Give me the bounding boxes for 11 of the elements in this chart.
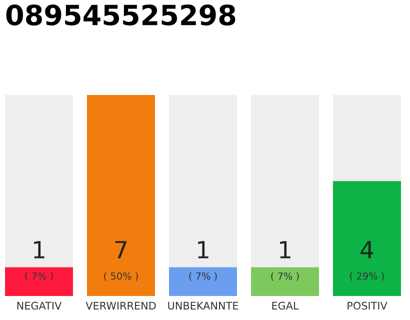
- chart-title: 089545525298: [6, 4, 236, 26]
- x-tick-label: UNBEKANNTE: [168, 302, 238, 310]
- data-label: 7 ( 50% ): [104, 241, 138, 281]
- x-tick-label: VERWIRREND: [86, 302, 156, 310]
- data-label: 1 ( 7% ): [25, 241, 53, 281]
- data-label: 1 ( 7% ): [271, 241, 299, 281]
- data-label: 4 ( 29% ): [350, 241, 384, 281]
- data-label: 1 ( 7% ): [189, 241, 217, 281]
- x-tick-label: EGAL: [272, 302, 299, 310]
- x-tick-label: POSITIV: [348, 302, 388, 310]
- x-tick-label: NEGATIV: [17, 302, 62, 310]
